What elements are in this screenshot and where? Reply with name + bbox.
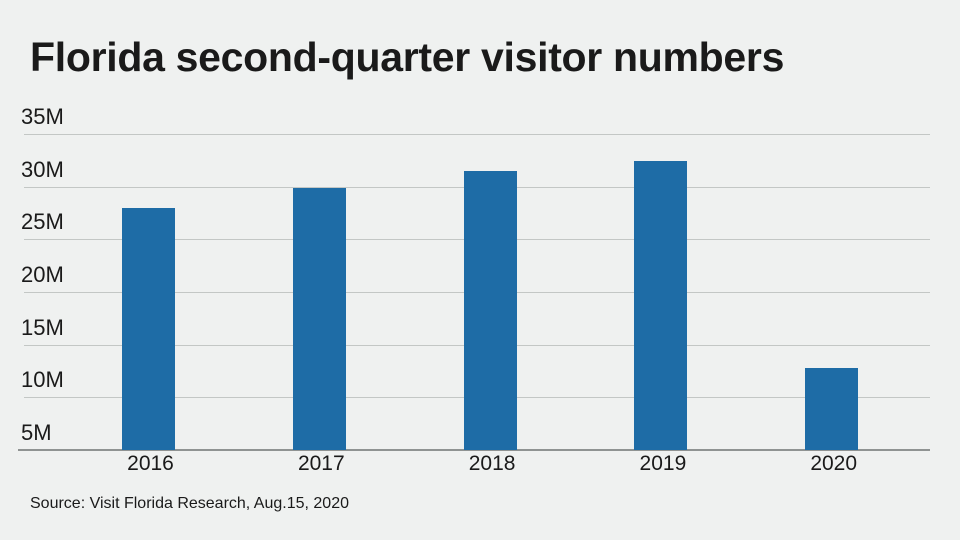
bar-2016: [122, 207, 175, 450]
bar-2018: [463, 170, 517, 450]
x-tick-label-2017: 2017: [297, 452, 345, 475]
x-axis-baseline: [18, 449, 930, 451]
y-tick-label-10M: 10M: [21, 367, 64, 393]
y-tick-label-35M: 35M: [21, 103, 64, 129]
y-tick-label-5M: 5M: [21, 420, 52, 445]
x-tick-label-2016: 2016: [127, 452, 174, 475]
x-tick-label-2018: 2018: [468, 452, 516, 475]
bar-2017: [292, 187, 346, 450]
gridline-35M: [24, 133, 930, 135]
chart-title: Florida second-quarter visitor numbers: [30, 34, 785, 80]
bar-2019: [634, 161, 688, 450]
source-note: Source: Visit Florida Research, Aug.15, …: [30, 495, 349, 512]
bar-2020: [805, 367, 859, 450]
y-tick-label-15M: 15M: [21, 314, 64, 340]
y-tick-label-30M: 30M: [21, 156, 64, 182]
y-tick-label-25M: 25M: [21, 209, 64, 235]
x-tick-label-2020: 2020: [810, 452, 858, 475]
x-tick-label-2019: 2019: [639, 452, 687, 475]
y-tick-label-20M: 20M: [21, 261, 64, 287]
